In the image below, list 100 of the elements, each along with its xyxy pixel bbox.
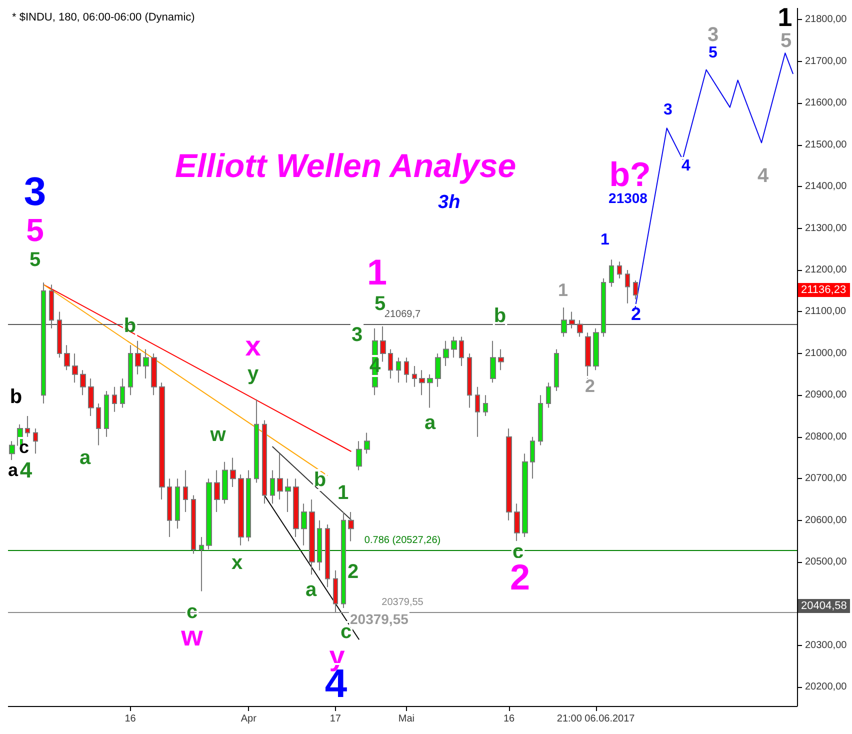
candlestick — [254, 398, 259, 484]
candlestick — [309, 498, 315, 576]
annotation: w — [180, 620, 204, 652]
annotation: 1 — [337, 482, 349, 504]
annotation: * $INDU, 180, 06:00-06:00 (Dynamic) — [12, 12, 195, 24]
y-tick-label: 20800,00 — [805, 431, 848, 442]
x-tick-label: 21:00 06.06.2017 — [556, 714, 636, 724]
annotation: c — [186, 601, 198, 623]
x-tick-label: 16 — [503, 714, 516, 724]
annotation: b — [494, 305, 506, 327]
candlestick — [459, 336, 464, 366]
candlestick — [41, 282, 46, 404]
annotation: a — [79, 447, 92, 469]
x-tick-label: 17 — [330, 714, 342, 724]
candlestick — [475, 386, 480, 438]
candlestick — [128, 344, 133, 396]
candlestick — [183, 470, 188, 512]
candlestick — [112, 386, 117, 412]
candlestick — [230, 457, 236, 488]
candlestick — [483, 394, 488, 417]
candlestick — [388, 348, 393, 379]
annotation: x — [245, 330, 262, 362]
candlestick — [246, 470, 251, 542]
y-tick-label: 20700,00 — [805, 473, 848, 484]
candlestick — [490, 340, 496, 384]
annotation: 4 — [757, 165, 770, 187]
candlestick — [396, 357, 401, 384]
annotation: 1 — [600, 232, 610, 248]
annotation: 1 — [558, 280, 568, 300]
text: Elliott Wellen Analyse — [175, 147, 516, 184]
annotation: 3 — [664, 102, 673, 118]
candlestick — [427, 374, 433, 408]
y-tick-label: 20500,00 — [805, 556, 848, 568]
candlestick — [238, 474, 244, 546]
candlestick — [514, 503, 520, 542]
candlestick — [522, 453, 528, 538]
candlestick — [325, 524, 330, 588]
candlestick — [348, 511, 354, 542]
text: 20404,58 — [801, 600, 847, 612]
y-tick-label: 20900,00 — [805, 390, 848, 401]
candlestick — [262, 420, 267, 504]
candlestick — [625, 270, 630, 304]
candlestick — [451, 336, 457, 358]
candlestick — [341, 511, 346, 608]
annotation: b — [10, 386, 22, 408]
candlestick — [585, 332, 591, 379]
candlestick — [419, 370, 425, 396]
candlestick — [467, 352, 472, 408]
annotation: 5 — [708, 44, 718, 62]
candlestick — [593, 328, 599, 371]
candlestick — [206, 478, 212, 550]
candlestick — [104, 390, 109, 438]
x-tick-label: 16 — [124, 714, 136, 724]
annotation: 3 — [351, 324, 363, 346]
candlestick — [270, 470, 275, 504]
candlestick — [435, 352, 441, 388]
y-tick-label: 21200,00 — [805, 264, 848, 276]
candlestick — [277, 453, 283, 500]
candlestick — [214, 470, 220, 512]
ref-line-label: 21069,7 — [384, 308, 422, 320]
y-tick-label: 21400,00 — [805, 181, 848, 192]
annotation: 2 — [347, 561, 359, 583]
ref-line-label: 20379,55 — [382, 596, 424, 608]
y-tick-label: 20300,00 — [805, 640, 848, 652]
candlestick — [293, 478, 299, 538]
annotation: a — [305, 579, 318, 601]
annotation: c — [340, 621, 352, 643]
candlestick — [577, 320, 583, 338]
candlestick — [135, 340, 141, 375]
candlestick — [64, 344, 70, 371]
candlestick — [601, 278, 606, 338]
candlestick — [96, 403, 101, 446]
annotation: w — [209, 424, 226, 446]
candlestick — [301, 503, 307, 546]
candlestick — [569, 311, 575, 329]
annotation: x — [231, 552, 243, 574]
annotation: 4 — [20, 458, 33, 482]
text: 21136,23 — [801, 284, 846, 296]
annotation: 3 — [707, 24, 719, 46]
candlestick — [151, 352, 157, 396]
candlestick — [285, 478, 291, 512]
candlestick — [159, 382, 165, 500]
candlestick — [333, 570, 338, 613]
annotation: 3 — [24, 170, 46, 214]
candlestick — [317, 520, 322, 571]
candlestick — [506, 428, 512, 521]
ref-line-label: 0.786 (20527,26) — [364, 535, 441, 546]
annotation: a — [8, 460, 19, 480]
y-tick-label: 21500,00 — [805, 139, 848, 150]
candlestick — [546, 382, 551, 408]
candlestick — [191, 494, 196, 554]
candlestick — [80, 370, 86, 396]
candlestick — [530, 436, 535, 480]
candlestick — [72, 352, 78, 384]
candlestick — [9, 440, 15, 462]
candlestick — [404, 357, 409, 384]
candlestick — [561, 307, 567, 338]
candlestick — [167, 478, 172, 538]
candlestick — [380, 326, 386, 362]
candlestick — [88, 378, 94, 417]
